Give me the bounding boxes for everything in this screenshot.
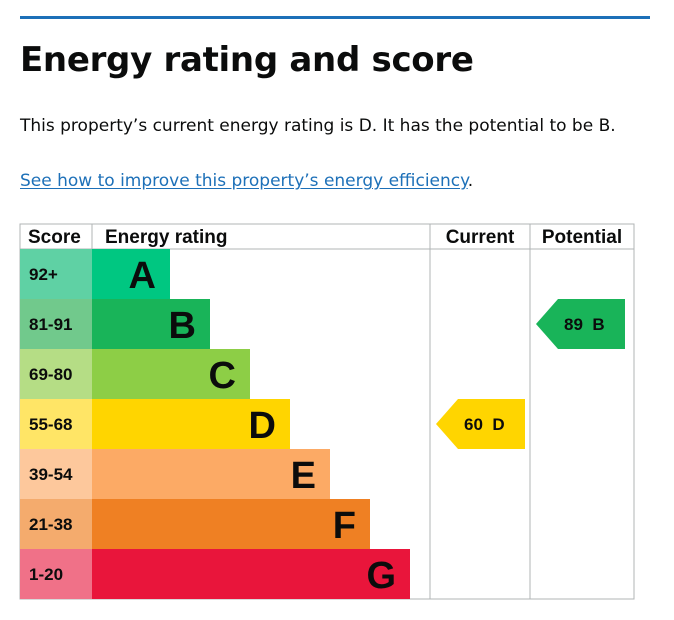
- potential-rating-arrow: [536, 299, 625, 349]
- score-label-f: 21-38: [29, 515, 72, 534]
- improve-efficiency-link[interactable]: See how to improve this property’s energ…: [20, 171, 468, 191]
- rating-summary: This property’s current energy rating is…: [20, 116, 616, 136]
- rating-letter-g: G: [366, 555, 396, 597]
- score-label-d: 55-68: [29, 415, 72, 434]
- rating-bar-f: [92, 499, 370, 549]
- score-cell-d: [20, 399, 92, 449]
- rating-letter-c: C: [209, 355, 236, 397]
- rating-letter-d: D: [249, 405, 276, 447]
- rating-bar-g: [92, 549, 410, 599]
- rating-bar-a: [92, 249, 170, 299]
- current-rating-label: 60 D: [464, 415, 505, 434]
- rating-letter-f: F: [333, 505, 356, 547]
- rating-letter-e: E: [291, 455, 316, 497]
- score-cell-c: [20, 349, 92, 399]
- current-rating-arrow: [436, 399, 525, 449]
- score-label-c: 69-80: [29, 365, 72, 384]
- score-label-g: 1-20: [29, 565, 63, 584]
- score-cell-f: [20, 499, 92, 549]
- rating-bands: 92+ A 81-91 B 69-80 C 55-68 D 39-54 E 21-38 F 1-20 G: [20, 249, 410, 599]
- score-cell-g: [20, 549, 92, 599]
- improve-link-line: See how to improve this property’s energ…: [20, 171, 473, 191]
- score-label-e: 39-54: [29, 465, 73, 484]
- rating-bar-d: [92, 399, 290, 449]
- link-suffix: .: [467, 171, 474, 191]
- rating-bar-e: [92, 449, 330, 499]
- score-label-b: 81-91: [29, 315, 72, 334]
- rating-bar-c: [92, 349, 250, 399]
- page-title: Energy rating and score: [20, 40, 474, 80]
- top-rule: [20, 16, 650, 19]
- potential-rating-label: 89 B: [564, 315, 605, 334]
- score-cell-b: [20, 299, 92, 349]
- rating-markers: 60 D 89 B: [436, 299, 625, 449]
- column-header-potential: Potential: [542, 227, 622, 248]
- rating-letter-a: A: [129, 255, 156, 297]
- score-label-a: 92+: [29, 265, 58, 284]
- rating-letter-b: B: [169, 305, 196, 347]
- score-cell-a: [20, 249, 92, 299]
- chart-header: Score Energy rating Current Potential: [28, 227, 622, 248]
- column-header-energy-rating: Energy rating: [105, 227, 227, 248]
- column-header-current: Current: [446, 227, 515, 248]
- rating-bar-b: [92, 299, 210, 349]
- score-cell-e: [20, 449, 92, 499]
- column-header-score: Score: [28, 227, 81, 248]
